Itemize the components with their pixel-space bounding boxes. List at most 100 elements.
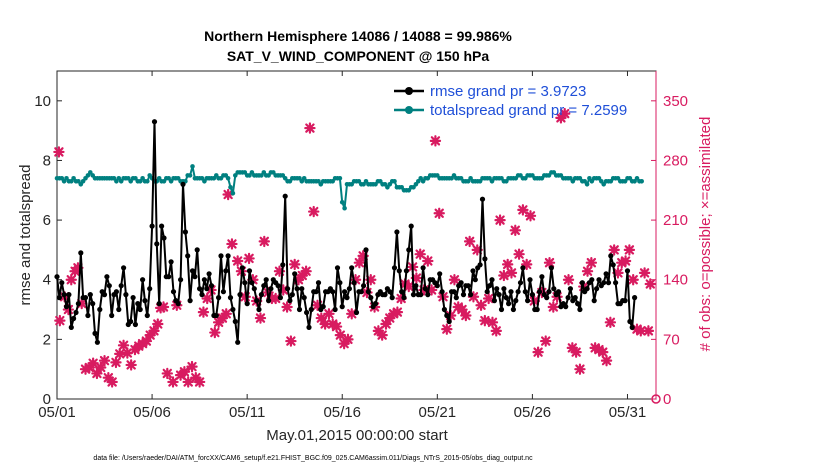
- obs-assimilated-point: [494, 214, 506, 226]
- rmse-point: [275, 283, 281, 289]
- rmse-point: [268, 286, 274, 292]
- rmse-point: [534, 306, 540, 313]
- rmse-point: [510, 306, 516, 313]
- obs-assimilated-point: [277, 284, 289, 296]
- rmse-point: [308, 306, 314, 313]
- rmse-point: [422, 286, 428, 292]
- rmse-point: [54, 274, 60, 280]
- rmse-point: [489, 277, 495, 283]
- rmse-point: [437, 271, 443, 277]
- rmse-point: [168, 259, 174, 265]
- rmse-point: [68, 324, 74, 330]
- rmse-point: [596, 277, 602, 283]
- rmse-point: [187, 298, 193, 304]
- rmse-point: [487, 283, 493, 289]
- obs-assimilated-point: [387, 308, 400, 320]
- rmse-point: [94, 339, 100, 345]
- obs-assimilated-point: [403, 280, 415, 293]
- obs-assimilated-point: [117, 339, 130, 352]
- rmse-point: [342, 289, 348, 295]
- rmse-point: [434, 283, 440, 289]
- rmse-point: [246, 268, 253, 274]
- obs-assimilated-point: [334, 329, 347, 341]
- x-tick-label: 05/21: [419, 404, 457, 421]
- obs-assimilated-point: [152, 318, 164, 330]
- rmse-point: [237, 292, 243, 298]
- rmse-point: [563, 304, 569, 310]
- rmse-point: [425, 292, 431, 298]
- obs-assimilated-point: [559, 107, 571, 120]
- x-tick-label: 05/01: [38, 404, 76, 421]
- rmse-point: [401, 295, 407, 301]
- rmse-point: [513, 298, 519, 304]
- rmse-point: [413, 283, 419, 289]
- rmse-point: [501, 286, 507, 292]
- rmse-point: [63, 304, 70, 310]
- obs-assimilated-point: [273, 265, 286, 277]
- obs-assimilated-point: [376, 329, 388, 341]
- rmse-point: [508, 289, 514, 295]
- obs-assimilated-point: [520, 258, 533, 271]
- spread-point: [187, 173, 193, 178]
- rmse-point: [66, 292, 72, 298]
- spread-point: [230, 191, 236, 196]
- x-axis-ticks: 05/01 05/06 05/11 05/16 05/21 05/26 05/31: [38, 71, 646, 421]
- rmse-point: [59, 280, 65, 286]
- obs-assimilated-point: [441, 323, 453, 335]
- rmse-point: [575, 301, 581, 307]
- x-axis-label: May.01,2015 00:00:00 start: [266, 427, 448, 444]
- rmse-point: [334, 265, 341, 271]
- rmse-point: [282, 193, 288, 199]
- obs-assimilated-point: [304, 122, 316, 134]
- rmse-point: [225, 253, 231, 259]
- rmse-point: [472, 277, 478, 283]
- rmse-point: [189, 268, 196, 274]
- rmse-point: [123, 292, 129, 298]
- rmse-point: [344, 295, 350, 301]
- y-right-tick-label: 210: [663, 212, 688, 229]
- obs-assimilated-point: [285, 335, 297, 347]
- obs-assimilated-point: [391, 306, 404, 318]
- rmse-point: [175, 301, 181, 307]
- rmse-point: [394, 229, 400, 235]
- rmse-point: [251, 286, 257, 292]
- rmse-point: [144, 312, 150, 319]
- rmse-point: [515, 289, 521, 295]
- rmse-point: [223, 268, 229, 274]
- y-left-tick-label: 2: [43, 331, 51, 348]
- obs-assimilated-point: [460, 309, 472, 322]
- obs-assimilated-point: [330, 320, 343, 333]
- rmse-point: [75, 301, 81, 307]
- y-axis-right-ticks: 0 70 140 210 280 350: [651, 71, 688, 408]
- rmse-point: [208, 283, 215, 289]
- rmse-point: [491, 298, 497, 304]
- rmse-point: [627, 318, 633, 325]
- obs-possible-marker: [651, 394, 661, 404]
- x-tick-label: 05/11: [229, 404, 265, 421]
- rmse-point: [372, 301, 379, 307]
- rmse-point: [287, 298, 293, 304]
- y-left-tick-label: 10: [34, 93, 51, 110]
- rmse-point: [128, 318, 134, 325]
- rmse-point: [584, 286, 590, 292]
- obs-assimilated-point: [157, 301, 170, 313]
- rmse-point: [154, 241, 160, 247]
- rmse-point: [441, 306, 447, 313]
- rmse-point: [479, 196, 486, 202]
- y-axis-left-ticks: 0 2 4 6 8 10: [34, 93, 62, 408]
- rmse-point: [142, 298, 148, 304]
- obs-assimilated-point: [642, 325, 655, 337]
- chart-title: Northern Hemisphere 14086 / 14088 = 99.9…: [204, 28, 512, 44]
- rmse-point: [277, 295, 283, 301]
- legend-rmse-label: rmse grand pr = 3.9723: [430, 83, 586, 100]
- obs-assimilated-point: [513, 248, 525, 260]
- rmse-point: [351, 280, 357, 286]
- obs-assimilated-point: [608, 244, 620, 256]
- obs-assimilated-point: [612, 267, 624, 279]
- rmse-point: [61, 292, 67, 298]
- obs-assimilated-point: [365, 274, 377, 286]
- obs-assimilated-point: [91, 367, 103, 380]
- y-right-tick-label: 280: [663, 152, 688, 169]
- rmse-point: [527, 277, 533, 283]
- obs-assimilated-point: [486, 316, 499, 329]
